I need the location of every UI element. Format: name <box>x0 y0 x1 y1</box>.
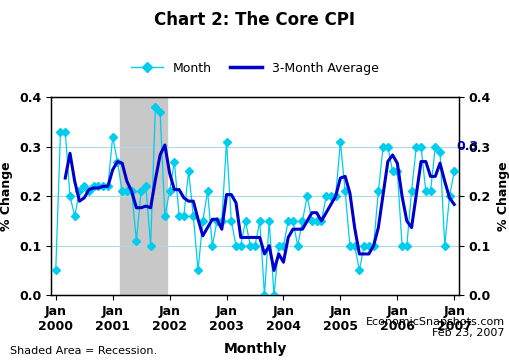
Month <box>436 149 442 154</box>
Line: Month: Month <box>52 104 457 298</box>
Legend: Month, 3-Month Average: Month, 3-Month Average <box>126 57 383 80</box>
Month <box>52 268 59 273</box>
3-Month Average <box>427 174 433 179</box>
3-Month Average <box>171 188 177 192</box>
3-Month Average <box>251 235 258 240</box>
Text: EconomicSnapshots.com
Feb 23, 2007: EconomicSnapshots.com Feb 23, 2007 <box>365 317 504 338</box>
Text: Monthly: Monthly <box>223 342 286 356</box>
Month <box>152 105 158 109</box>
3-Month Average <box>450 202 457 207</box>
Bar <box>120 97 167 295</box>
3-Month Average <box>176 188 182 192</box>
3-Month Average <box>119 161 125 165</box>
Month <box>256 219 262 223</box>
Month <box>119 189 125 193</box>
Month <box>180 214 186 218</box>
3-Month Average <box>190 199 196 203</box>
Month <box>450 169 457 174</box>
Month <box>261 293 267 297</box>
Month <box>176 214 182 218</box>
Text: Chart 2: The Core CPI: Chart 2: The Core CPI <box>154 11 355 29</box>
Y-axis label: % Change: % Change <box>496 161 508 231</box>
Y-axis label: % Change: % Change <box>1 161 13 231</box>
Text: Shaded Area = Recession.: Shaded Area = Recession. <box>10 346 157 356</box>
Month <box>194 268 201 273</box>
Line: 3-Month Average: 3-Month Average <box>65 145 454 270</box>
Text: 0.3: 0.3 <box>456 140 478 153</box>
